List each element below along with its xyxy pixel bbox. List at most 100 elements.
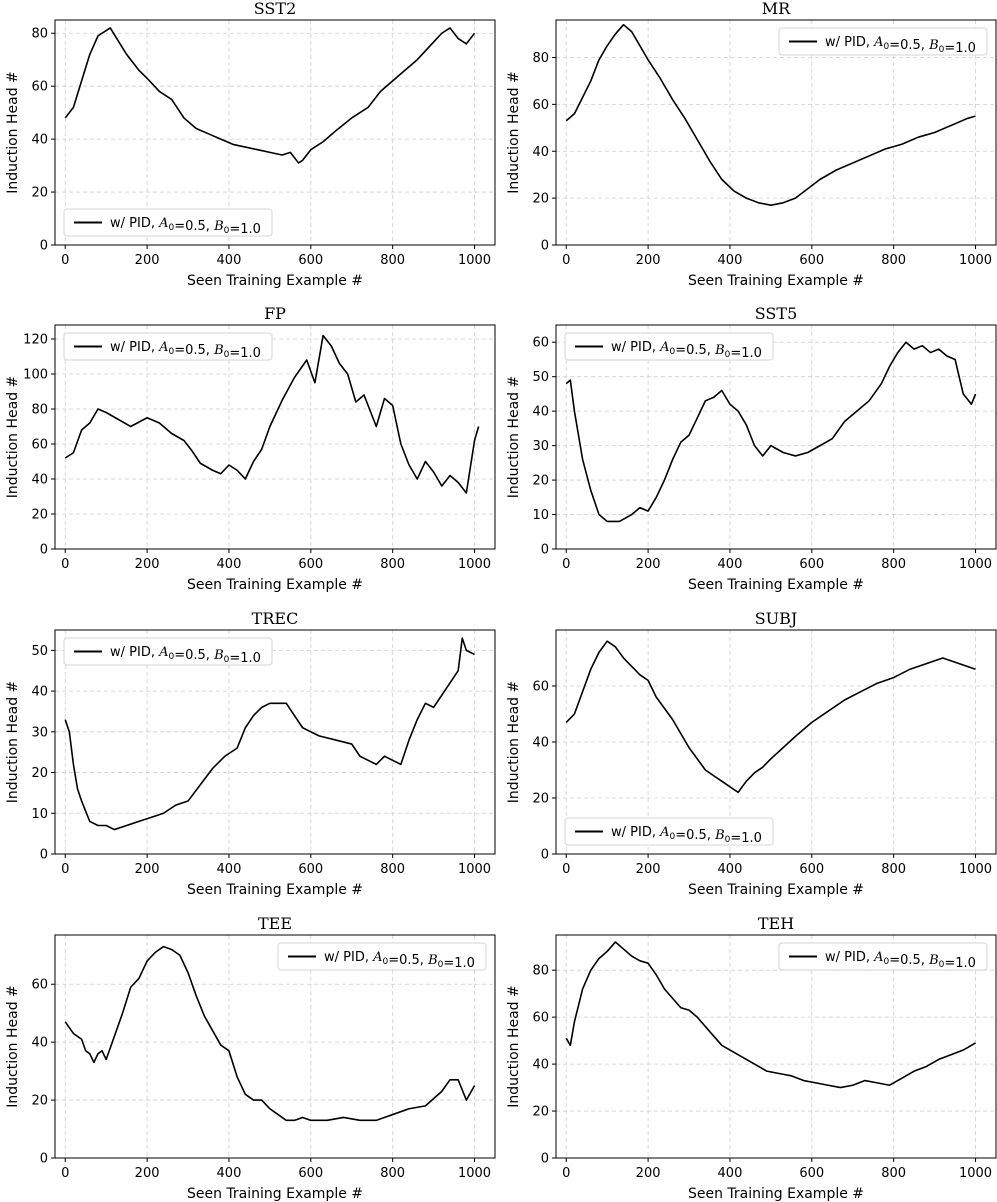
legend-box — [778, 27, 988, 56]
y-tick-label: 10 — [31, 807, 48, 822]
x-tick-label: 600 — [298, 557, 323, 572]
y-tick-label: 20 — [31, 508, 48, 523]
x-tick-label: 200 — [135, 557, 160, 572]
chart-tee: 0 200 400 600 800 1000 0 20 40 60 TEE Seen Training… — [5, 914, 496, 1202]
chart-title: MR — [762, 0, 791, 18]
y-tick-label: 20 — [31, 1094, 48, 1109]
chart-title: TEE — [258, 914, 292, 933]
y-tick-label: 20 — [31, 766, 48, 781]
chart-title: TEH — [758, 914, 794, 933]
legend-box — [63, 332, 273, 361]
x-tick-label: 800 — [380, 253, 405, 268]
x-tick-label: 0 — [61, 253, 69, 268]
plot-frame — [54, 324, 496, 550]
y-tick-label: 10 — [532, 508, 549, 523]
y-tick-label: 100 — [23, 368, 48, 383]
y-tick-label: 40 — [31, 133, 48, 148]
y-tick-label: 20 — [532, 474, 549, 489]
chart-mr: 0 200 400 600 800 1000 0 20 40 60 80 MR Seen Trainin… — [506, 0, 997, 289]
series-line — [565, 341, 977, 523]
x-tick-label: 1000 — [959, 862, 992, 877]
legend-box — [277, 942, 487, 971]
x-axis-label: Seen Training Example # — [187, 1186, 363, 1202]
legend-label: w/ PID, A0=0.5, B0=1.0 — [324, 950, 475, 971]
y-tick-label: 50 — [31, 644, 48, 659]
legend: w/ PID, A0=0.5, B0=1.0 — [778, 942, 988, 971]
x-tick-label: 400 — [718, 253, 743, 268]
x-tick-label: 400 — [718, 557, 743, 572]
x-tick-label: 600 — [298, 253, 323, 268]
chart-teh: 0 200 400 600 800 1000 0 20 40 60 80 TEH Seen Traini… — [506, 914, 997, 1202]
x-axis-label: Seen Training Example # — [187, 577, 363, 593]
plot-frame — [555, 19, 997, 246]
y-tick-label: 0 — [40, 543, 48, 558]
chart-subj: 0 200 400 600 800 1000 0 20 40 60 SUBJ Seen Trainin… — [506, 609, 997, 898]
y-tick-label: 0 — [541, 543, 549, 558]
y-tick-label: 60 — [532, 98, 549, 113]
y-tick-label: 60 — [532, 1011, 549, 1026]
x-tick-label: 0 — [61, 557, 69, 572]
legend: w/ PID, A0=0.5, B0=1.0 — [63, 332, 273, 361]
y-tick-label: 40 — [31, 473, 48, 488]
y-tick-label: 80 — [532, 964, 549, 979]
x-tick-label: 1000 — [458, 862, 491, 877]
y-tick-label: 40 — [31, 685, 48, 700]
x-tick-label: 600 — [799, 253, 824, 268]
y-tick-label: 30 — [31, 725, 48, 740]
y-tick-label: 40 — [532, 405, 549, 420]
series-line — [64, 334, 480, 494]
y-tick-label: 40 — [31, 1036, 48, 1051]
legend-label: w/ PID, A0=0.5, B0=1.0 — [611, 825, 762, 846]
x-tick-label: 200 — [135, 1166, 160, 1181]
x-axis-label: Seen Training Example # — [688, 577, 864, 593]
x-tick-label: 1000 — [959, 1166, 992, 1181]
y-tick-label: 40 — [532, 736, 549, 751]
chart-title: SST5 — [755, 304, 798, 323]
x-tick-label: 400 — [718, 1166, 743, 1181]
legend: w/ PID, A0=0.5, B0=1.0 — [778, 27, 988, 56]
x-tick-label: 600 — [799, 1166, 824, 1181]
x-axis-label: Seen Training Example # — [688, 273, 864, 289]
x-tick-label: 0 — [562, 862, 570, 877]
y-tick-label: 20 — [31, 186, 48, 201]
legend-label: w/ PID, A0=0.5, B0=1.0 — [611, 340, 762, 361]
legend-box — [564, 817, 774, 846]
y-tick-label: 0 — [541, 239, 549, 254]
y-axis-label: Induction Head # — [5, 71, 21, 194]
legend-box — [63, 637, 273, 666]
x-tick-label: 1000 — [458, 557, 491, 572]
chart-title: TREC — [252, 609, 299, 628]
y-tick-label: 50 — [532, 370, 549, 385]
y-axis-label: Induction Head # — [5, 985, 21, 1108]
x-tick-label: 800 — [881, 1166, 906, 1181]
chart-title: FP — [264, 304, 286, 323]
x-tick-label: 200 — [636, 1166, 661, 1181]
plot-frame — [54, 629, 496, 855]
y-tick-label: 20 — [532, 792, 549, 807]
x-tick-label: 400 — [718, 862, 743, 877]
y-tick-label: 0 — [541, 1152, 549, 1167]
y-tick-label: 80 — [31, 27, 48, 42]
series-line — [64, 637, 475, 831]
y-tick-label: 80 — [532, 51, 549, 66]
y-axis-label: Induction Head # — [506, 71, 522, 194]
chart-sst5: 0 200 400 600 800 1000 0 10 20 30 40 50 60 SST5 Seen T… — [506, 304, 997, 593]
x-tick-label: 0 — [61, 862, 69, 877]
x-tick-label: 400 — [217, 557, 242, 572]
x-tick-label: 600 — [799, 862, 824, 877]
y-tick-label: 0 — [40, 1152, 48, 1167]
series-line — [565, 640, 976, 794]
plot-frame — [54, 19, 496, 246]
legend-label: w/ PID, A0=0.5, B0=1.0 — [110, 216, 261, 237]
x-tick-label: 800 — [380, 1166, 405, 1181]
y-axis-label: Induction Head # — [5, 681, 21, 804]
x-axis-label: Seen Training Example # — [187, 273, 363, 289]
legend-label: w/ PID, A0=0.5, B0=1.0 — [110, 645, 261, 666]
x-tick-label: 1000 — [458, 1166, 491, 1181]
x-tick-label: 0 — [562, 253, 570, 268]
x-tick-label: 200 — [135, 862, 160, 877]
x-tick-label: 0 — [61, 1166, 69, 1181]
series-line — [565, 23, 976, 206]
x-tick-label: 200 — [135, 253, 160, 268]
